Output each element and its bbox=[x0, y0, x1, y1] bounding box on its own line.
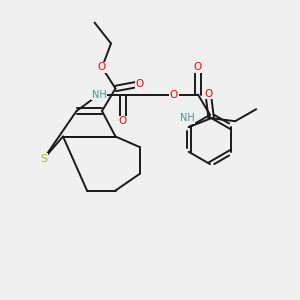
Text: NH: NH bbox=[180, 113, 195, 123]
Text: O: O bbox=[135, 79, 144, 89]
Text: O: O bbox=[98, 62, 106, 73]
Text: NH: NH bbox=[92, 89, 106, 100]
Text: S: S bbox=[40, 154, 47, 164]
Text: O: O bbox=[194, 62, 202, 73]
Text: O: O bbox=[204, 88, 212, 99]
Text: O: O bbox=[119, 116, 127, 127]
Text: O: O bbox=[170, 89, 178, 100]
